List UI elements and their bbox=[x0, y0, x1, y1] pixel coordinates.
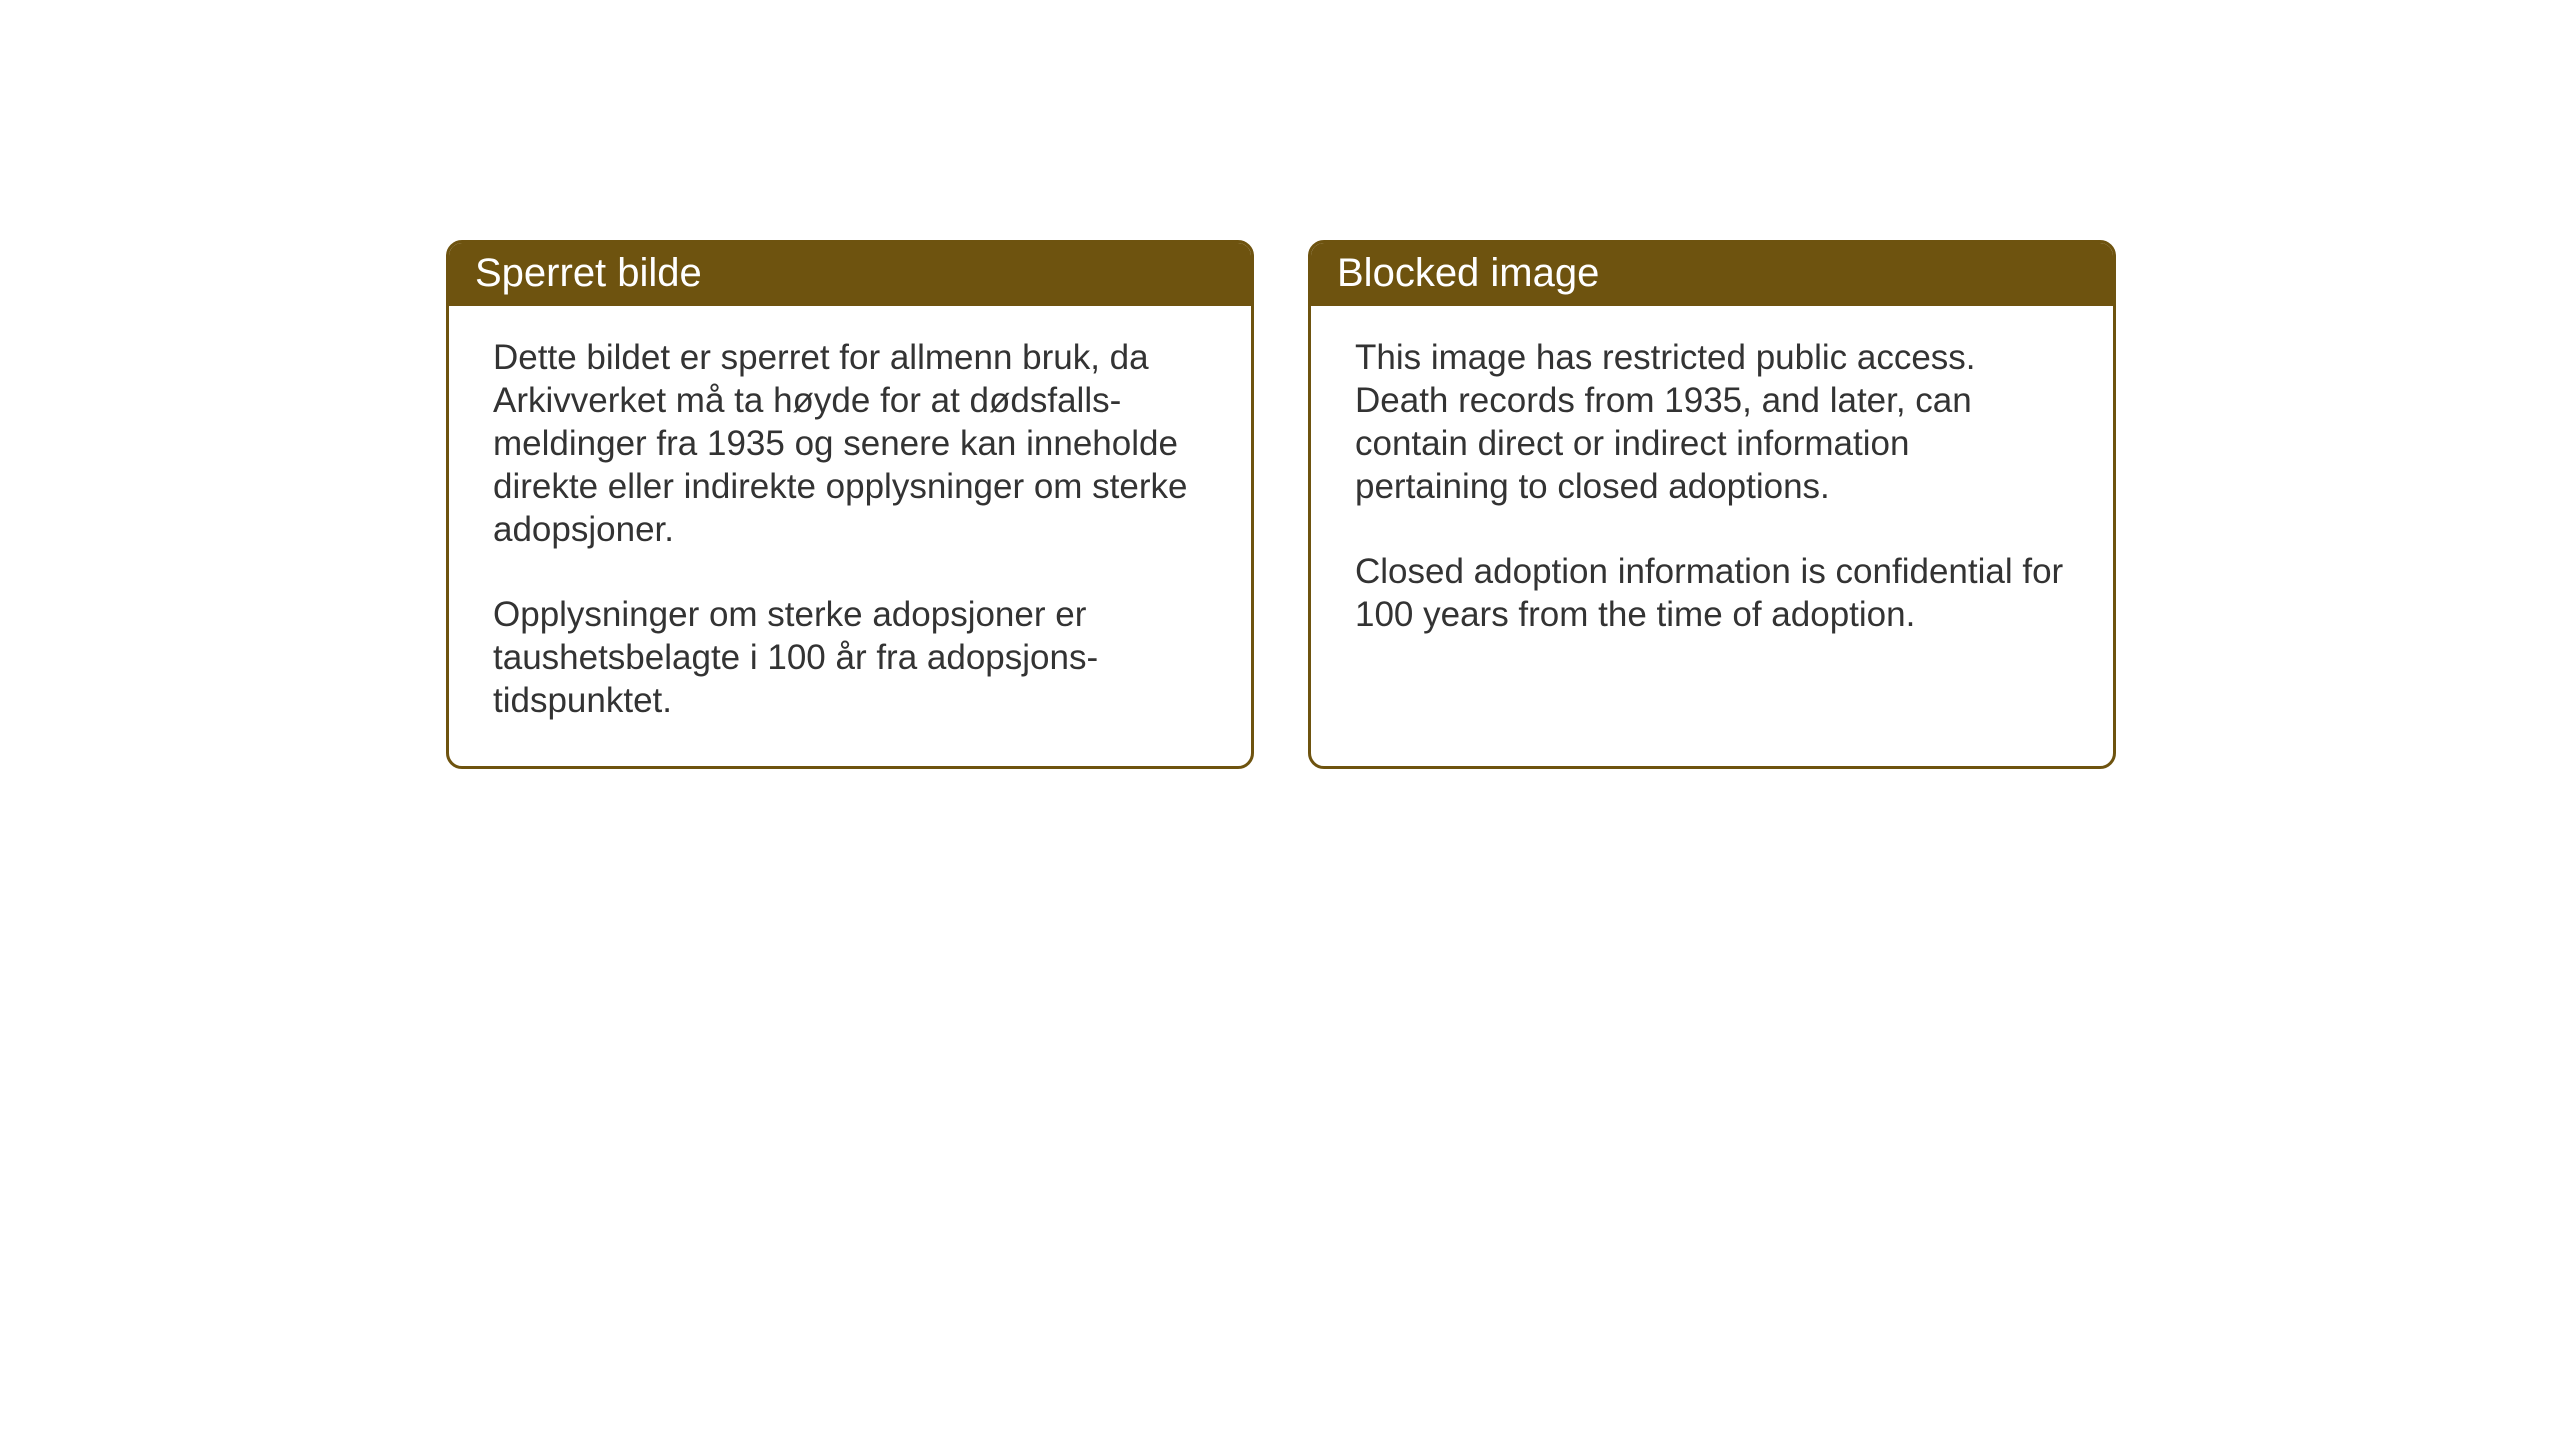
notice-card-english: Blocked image This image has restricted … bbox=[1308, 240, 2116, 769]
card-paragraph-norwegian-2: Opplysninger om sterke adopsjoner er tau… bbox=[493, 593, 1207, 722]
card-body-english: This image has restricted public access.… bbox=[1311, 306, 2113, 680]
card-paragraph-norwegian-1: Dette bildet er sperret for allmenn bruk… bbox=[493, 336, 1207, 551]
card-title-norwegian: Sperret bilde bbox=[475, 251, 702, 295]
card-paragraph-english-2: Closed adoption information is confident… bbox=[1355, 550, 2069, 636]
notice-card-norwegian: Sperret bilde Dette bildet er sperret fo… bbox=[446, 240, 1254, 769]
card-header-english: Blocked image bbox=[1311, 243, 2113, 306]
card-title-english: Blocked image bbox=[1337, 251, 1599, 295]
card-paragraph-english-1: This image has restricted public access.… bbox=[1355, 336, 2069, 508]
notice-container: Sperret bilde Dette bildet er sperret fo… bbox=[446, 240, 2116, 769]
card-body-norwegian: Dette bildet er sperret for allmenn bruk… bbox=[449, 306, 1251, 766]
card-header-norwegian: Sperret bilde bbox=[449, 243, 1251, 306]
